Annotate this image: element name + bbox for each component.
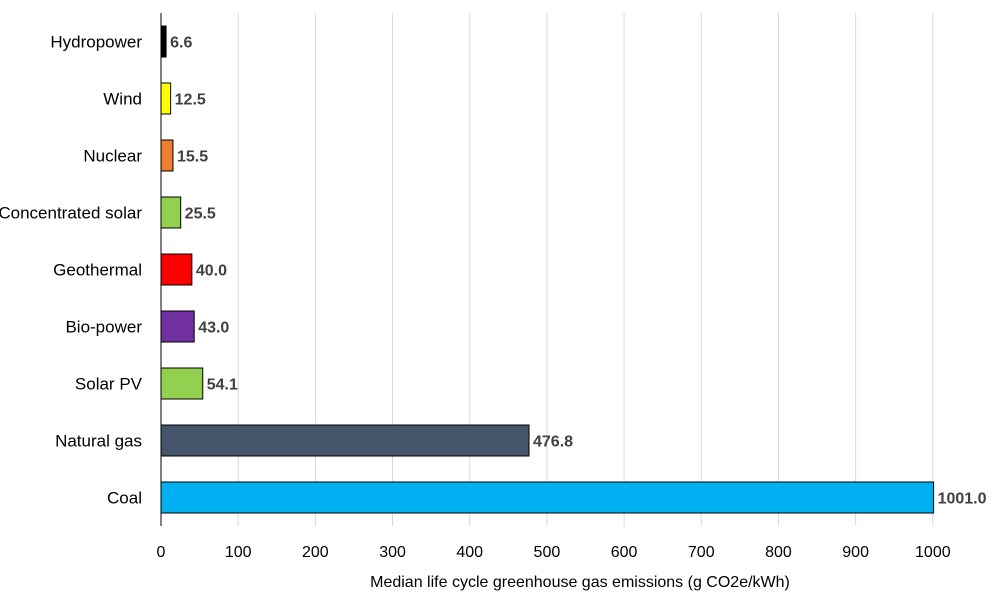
x-axis-title: Median life cycle greenhouse gas emissio… bbox=[370, 574, 790, 591]
x-tick-label-100: 100 bbox=[225, 544, 252, 561]
value-label-nuclear: 15.5 bbox=[177, 149, 208, 166]
x-tick-label-300: 300 bbox=[379, 544, 406, 561]
value-labels: 6.6 12.5 15.5 25.5 40.0 43.0 54.1 476.8 1001.0 bbox=[170, 35, 987, 508]
gridlines bbox=[237, 13, 934, 526]
value-label-coal: 1001.0 bbox=[938, 491, 987, 508]
value-label-solar-pv: 54.1 bbox=[207, 377, 238, 394]
bar-solar-pv bbox=[160, 367, 204, 400]
bar-hydropower bbox=[160, 25, 167, 58]
category-label-nuclear: Nuclear bbox=[83, 147, 142, 166]
category-label-wind: Wind bbox=[103, 90, 142, 109]
category-label-hydropower: Hydropower bbox=[50, 33, 142, 52]
bars bbox=[160, 25, 935, 514]
x-tick-label-600: 600 bbox=[611, 544, 638, 561]
category-label-coal: Coal bbox=[107, 489, 142, 508]
x-tick-labels: 0 100 200 300 400 500 600 700 800 900 1000 bbox=[157, 544, 951, 561]
bar-bio-power bbox=[160, 310, 195, 343]
category-label-natural-gas: Natural gas bbox=[55, 432, 142, 451]
category-label-geothermal: Geothermal bbox=[53, 261, 142, 280]
category-labels: Hydropower Wind Nuclear Concentrated solar G… bbox=[0, 33, 143, 508]
value-label-bio-power: 43.0 bbox=[198, 320, 229, 337]
value-label-concentrated-solar: 25.5 bbox=[185, 206, 216, 223]
x-tick-label-200: 200 bbox=[302, 544, 329, 561]
x-tick-label-800: 800 bbox=[765, 544, 792, 561]
category-label-solar-pv: Solar PV bbox=[75, 375, 143, 394]
x-tick-label-700: 700 bbox=[688, 544, 715, 561]
category-label-bio-power: Bio-power bbox=[65, 318, 142, 337]
value-label-wind: 12.5 bbox=[175, 92, 206, 109]
x-tick-label-500: 500 bbox=[534, 544, 561, 561]
value-label-hydropower: 6.6 bbox=[170, 35, 192, 52]
bar-wind bbox=[160, 82, 172, 115]
bar-natural-gas bbox=[160, 424, 530, 457]
value-label-natural-gas: 476.8 bbox=[533, 434, 573, 451]
x-tick-label-0: 0 bbox=[157, 544, 166, 561]
bar-coal bbox=[160, 481, 935, 514]
category-label-concentrated-solar: Concentrated solar bbox=[0, 204, 142, 223]
bar-concentrated-solar bbox=[160, 196, 182, 229]
x-tick-label-1000: 1000 bbox=[915, 544, 951, 561]
x-tick-label-900: 900 bbox=[842, 544, 869, 561]
x-tick-label-400: 400 bbox=[456, 544, 483, 561]
value-label-geothermal: 40.0 bbox=[196, 263, 227, 280]
bar-geothermal bbox=[160, 253, 193, 286]
bar-nuclear bbox=[160, 139, 174, 172]
